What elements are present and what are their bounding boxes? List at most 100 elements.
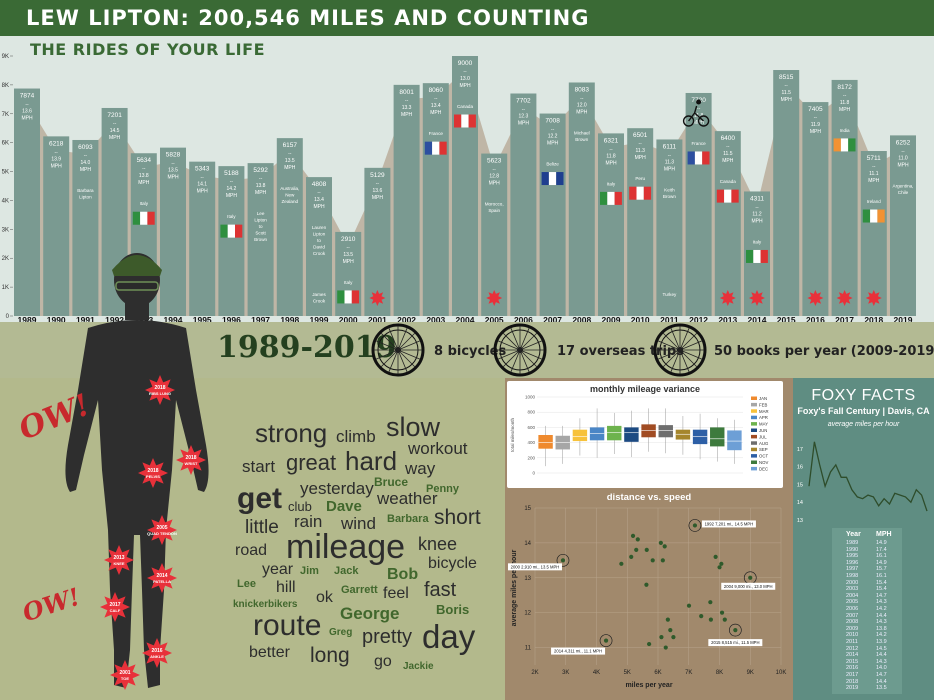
year-label: 1998 — [280, 315, 299, 325]
bar-mph-unit: MPH — [722, 158, 734, 164]
bar-miles-label: 8060 — [429, 87, 444, 94]
bar-mph-unit: MPH — [781, 97, 793, 103]
bar-mph-unit: MPH — [430, 110, 442, 116]
wheel-spoke — [502, 332, 521, 351]
foxy-table-mph: 16.1 — [876, 553, 887, 560]
bar-annotation: Italy — [753, 239, 762, 244]
cloud-word: route — [253, 609, 322, 642]
bar-mph-label: 11.3 — [665, 159, 675, 165]
injury-star — [807, 290, 824, 306]
wheel-spoke — [657, 349, 681, 360]
y-tick-label: 15 — [797, 482, 803, 488]
bar-annotation: Zealand — [281, 199, 298, 204]
overseas-trips-stat: 17 overseas trips — [557, 344, 684, 359]
legend-label: AUG — [759, 441, 769, 446]
bar-miles-label: 6093 — [78, 144, 93, 151]
box-dec — [727, 430, 742, 451]
foxy-table-year: 2000 — [846, 579, 859, 586]
bar-miles-label: 8172 — [837, 84, 852, 91]
injury-year: 2018 — [185, 455, 196, 461]
bar-mph-unit: MPH — [21, 116, 33, 122]
annotation-label: 2014 4,311 mi., 11.1 MPH — [554, 649, 602, 654]
mileage-bar — [539, 113, 566, 317]
bar-mph-label: 12.3 — [519, 113, 529, 119]
foxy-table-year: 1989 — [846, 540, 859, 546]
legend-label: APR — [759, 415, 768, 420]
annual-mileage-chart: 01K2K3K4K5K6K7K8K9K7874--13.6MPH19896218… — [2, 54, 916, 325]
year-label: 2013 — [718, 315, 737, 325]
scatter-point — [719, 610, 725, 615]
annotation-circle — [556, 553, 570, 567]
flag-icon — [337, 290, 345, 304]
injury-part: KNEE — [113, 561, 124, 566]
cloud-word: hard — [345, 446, 398, 476]
bar-mph-unit: MPH — [284, 165, 296, 171]
mileage-bar — [422, 83, 449, 317]
bar-miles-label: 5711 — [867, 155, 881, 162]
bar-mph-unit: MPH — [664, 166, 676, 172]
annotation-box — [551, 647, 606, 655]
bar-mph-label: 14.2 — [227, 186, 237, 192]
bar-mph-unit: MPH — [51, 163, 63, 169]
bar-annotation: Lauren — [312, 225, 327, 230]
x-tick-label: 8K — [716, 670, 723, 676]
cloud-word: bicycle — [428, 555, 477, 572]
bar-annotation: Italy — [227, 214, 236, 219]
cloud-word: yesterday — [300, 479, 374, 498]
bar-mph-unit: MPH — [839, 107, 851, 113]
bar-mph-label: 11.0 — [898, 155, 908, 161]
scatter-point — [603, 638, 609, 643]
injury-part: TOE — [121, 676, 129, 681]
injury-part: CALF — [110, 608, 121, 613]
bar-mph-unit: MPH — [605, 160, 617, 166]
bar-annotation: France — [429, 131, 444, 136]
year-label: 1989 — [18, 315, 37, 325]
injury-star — [104, 545, 134, 575]
flag-icon — [147, 211, 155, 225]
flag-icon — [731, 189, 739, 203]
injury-year: 2018 — [147, 468, 158, 474]
bar-mph-unit: MPH — [868, 178, 880, 184]
foxy-table-year: 2014 — [846, 652, 859, 659]
y-tick-label: 400 — [527, 440, 535, 445]
legend-label: OCT — [759, 454, 768, 459]
legend-swatch — [751, 434, 757, 439]
flag-icon — [140, 211, 148, 225]
foxy-table-mph: 15.4 — [876, 579, 887, 586]
foxy-mph-line — [808, 441, 928, 512]
bar-miles-label: 5623 — [487, 158, 502, 165]
bar-annotation: Turkey — [662, 292, 677, 297]
scatter-point — [699, 614, 704, 619]
bar-separator: -- — [434, 96, 438, 102]
box-jul — [641, 424, 656, 438]
foxy-table-year: 2015 — [846, 658, 859, 665]
legend-swatch — [751, 409, 757, 413]
flag-icon — [724, 189, 732, 203]
scatter-point — [560, 558, 566, 563]
cloud-word: Greg — [329, 627, 353, 638]
mileage-bar — [452, 56, 478, 316]
mileage-bar — [714, 131, 741, 316]
foxy-table-mph: 16.1 — [876, 573, 887, 579]
bar-miles-label: 5343 — [195, 166, 210, 173]
bar-mph-unit: MPH — [897, 162, 909, 168]
y-tick-label: 0 — [6, 314, 10, 320]
flag-icon — [454, 114, 462, 128]
bar-annotation: Canada — [457, 104, 474, 109]
year-label: 1999 — [310, 315, 329, 325]
distance-speed-scatter: distance vs. speed 2K 3K 4K 5K 6K 7K 8K 9K 10K 11 1… — [507, 492, 786, 689]
wheel-spoke — [679, 332, 698, 351]
bar-miles-label: 6157 — [283, 142, 298, 149]
bar-separator: -- — [872, 164, 876, 170]
bar-mph-unit: MPH — [372, 195, 384, 201]
year-label: 2018 — [864, 315, 883, 325]
x-axis-label: miles per year — [625, 682, 672, 689]
annotation-box — [701, 520, 756, 528]
bar-annotation: Lee — [257, 211, 265, 216]
bar-miles-label: 6321 — [604, 137, 619, 144]
bar-mph-label: 13.9 — [51, 156, 61, 162]
foxy-table-mph-header: MPH — [876, 531, 892, 538]
scatter-point — [692, 523, 698, 528]
injury-star — [749, 290, 765, 306]
